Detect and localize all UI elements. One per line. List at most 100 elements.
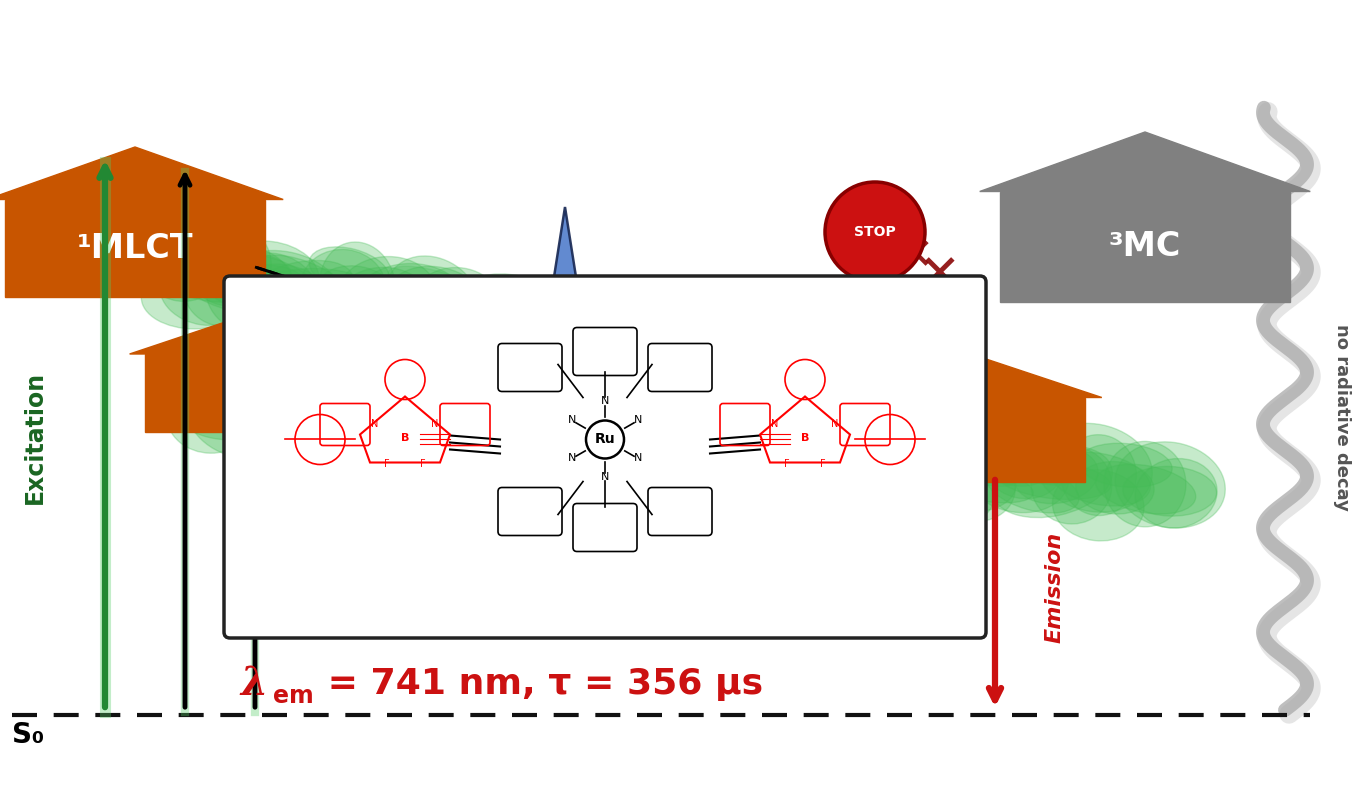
Ellipse shape bbox=[242, 386, 354, 442]
Ellipse shape bbox=[733, 329, 812, 391]
Ellipse shape bbox=[642, 335, 742, 373]
Ellipse shape bbox=[576, 332, 652, 390]
Ellipse shape bbox=[380, 283, 483, 325]
Ellipse shape bbox=[621, 401, 719, 457]
Ellipse shape bbox=[455, 387, 571, 468]
Text: λ: λ bbox=[241, 665, 268, 703]
Text: B: B bbox=[401, 434, 409, 444]
Ellipse shape bbox=[752, 320, 827, 408]
Ellipse shape bbox=[537, 327, 612, 395]
Ellipse shape bbox=[658, 419, 781, 505]
Ellipse shape bbox=[484, 318, 597, 391]
Polygon shape bbox=[1001, 191, 1290, 302]
Text: STOP: STOP bbox=[854, 225, 895, 239]
Ellipse shape bbox=[871, 423, 960, 513]
Ellipse shape bbox=[727, 413, 833, 475]
Text: F: F bbox=[820, 460, 826, 470]
Ellipse shape bbox=[824, 377, 919, 438]
Ellipse shape bbox=[217, 241, 319, 309]
Ellipse shape bbox=[760, 345, 878, 389]
Ellipse shape bbox=[649, 368, 755, 426]
Text: B: B bbox=[801, 434, 809, 444]
Ellipse shape bbox=[715, 303, 815, 392]
Ellipse shape bbox=[964, 427, 1050, 486]
Ellipse shape bbox=[843, 404, 966, 494]
Ellipse shape bbox=[249, 255, 364, 331]
Ellipse shape bbox=[604, 342, 701, 408]
Ellipse shape bbox=[336, 282, 442, 331]
Ellipse shape bbox=[576, 402, 655, 457]
Ellipse shape bbox=[802, 408, 904, 460]
Ellipse shape bbox=[141, 240, 241, 286]
Text: Excitation: Excitation bbox=[23, 371, 46, 504]
Ellipse shape bbox=[755, 419, 837, 502]
Ellipse shape bbox=[219, 385, 324, 453]
Ellipse shape bbox=[167, 360, 287, 440]
Ellipse shape bbox=[778, 415, 884, 467]
Ellipse shape bbox=[623, 318, 703, 357]
Ellipse shape bbox=[708, 385, 808, 446]
Ellipse shape bbox=[349, 418, 454, 467]
Ellipse shape bbox=[422, 306, 503, 356]
Ellipse shape bbox=[876, 407, 950, 471]
Polygon shape bbox=[807, 415, 863, 492]
Ellipse shape bbox=[679, 419, 794, 483]
Ellipse shape bbox=[439, 288, 539, 338]
Ellipse shape bbox=[328, 384, 450, 450]
Ellipse shape bbox=[794, 419, 879, 504]
Text: ³IL: ³IL bbox=[942, 424, 988, 455]
Text: N: N bbox=[634, 453, 642, 464]
Ellipse shape bbox=[816, 370, 854, 388]
Text: N: N bbox=[567, 416, 576, 426]
Ellipse shape bbox=[596, 374, 677, 412]
Ellipse shape bbox=[838, 417, 934, 490]
Ellipse shape bbox=[867, 458, 958, 499]
Ellipse shape bbox=[368, 287, 452, 332]
Ellipse shape bbox=[504, 387, 611, 477]
Ellipse shape bbox=[740, 390, 853, 434]
Ellipse shape bbox=[227, 253, 317, 323]
Ellipse shape bbox=[872, 439, 973, 476]
Circle shape bbox=[586, 420, 623, 459]
Ellipse shape bbox=[427, 391, 522, 471]
Ellipse shape bbox=[689, 347, 789, 427]
Ellipse shape bbox=[335, 371, 448, 430]
Ellipse shape bbox=[722, 416, 798, 500]
Ellipse shape bbox=[391, 275, 488, 334]
Ellipse shape bbox=[265, 268, 369, 303]
Ellipse shape bbox=[513, 322, 625, 377]
Text: ISC: ISC bbox=[355, 278, 401, 302]
Ellipse shape bbox=[293, 286, 381, 352]
Polygon shape bbox=[980, 132, 1311, 191]
Ellipse shape bbox=[353, 264, 468, 345]
Ellipse shape bbox=[1031, 446, 1111, 524]
Ellipse shape bbox=[891, 438, 995, 479]
Ellipse shape bbox=[838, 409, 946, 489]
Ellipse shape bbox=[1050, 453, 1151, 506]
Ellipse shape bbox=[288, 362, 398, 428]
Ellipse shape bbox=[409, 268, 504, 351]
Ellipse shape bbox=[1122, 467, 1217, 516]
Polygon shape bbox=[145, 354, 365, 432]
Ellipse shape bbox=[187, 382, 301, 416]
Text: no radiative decay: no radiative decay bbox=[1333, 323, 1351, 511]
Ellipse shape bbox=[499, 383, 619, 462]
Ellipse shape bbox=[491, 378, 586, 467]
Ellipse shape bbox=[309, 393, 398, 436]
Polygon shape bbox=[0, 147, 283, 199]
Polygon shape bbox=[845, 397, 1085, 482]
Text: F: F bbox=[785, 460, 790, 470]
Ellipse shape bbox=[983, 433, 1062, 499]
Ellipse shape bbox=[524, 297, 603, 375]
Ellipse shape bbox=[772, 361, 878, 427]
Ellipse shape bbox=[427, 285, 540, 339]
Ellipse shape bbox=[421, 283, 528, 316]
Ellipse shape bbox=[144, 235, 254, 286]
Ellipse shape bbox=[551, 329, 662, 373]
Ellipse shape bbox=[1035, 423, 1152, 512]
Ellipse shape bbox=[746, 369, 852, 407]
Ellipse shape bbox=[398, 286, 476, 334]
Ellipse shape bbox=[458, 294, 550, 374]
Ellipse shape bbox=[673, 313, 790, 377]
Ellipse shape bbox=[601, 334, 685, 400]
